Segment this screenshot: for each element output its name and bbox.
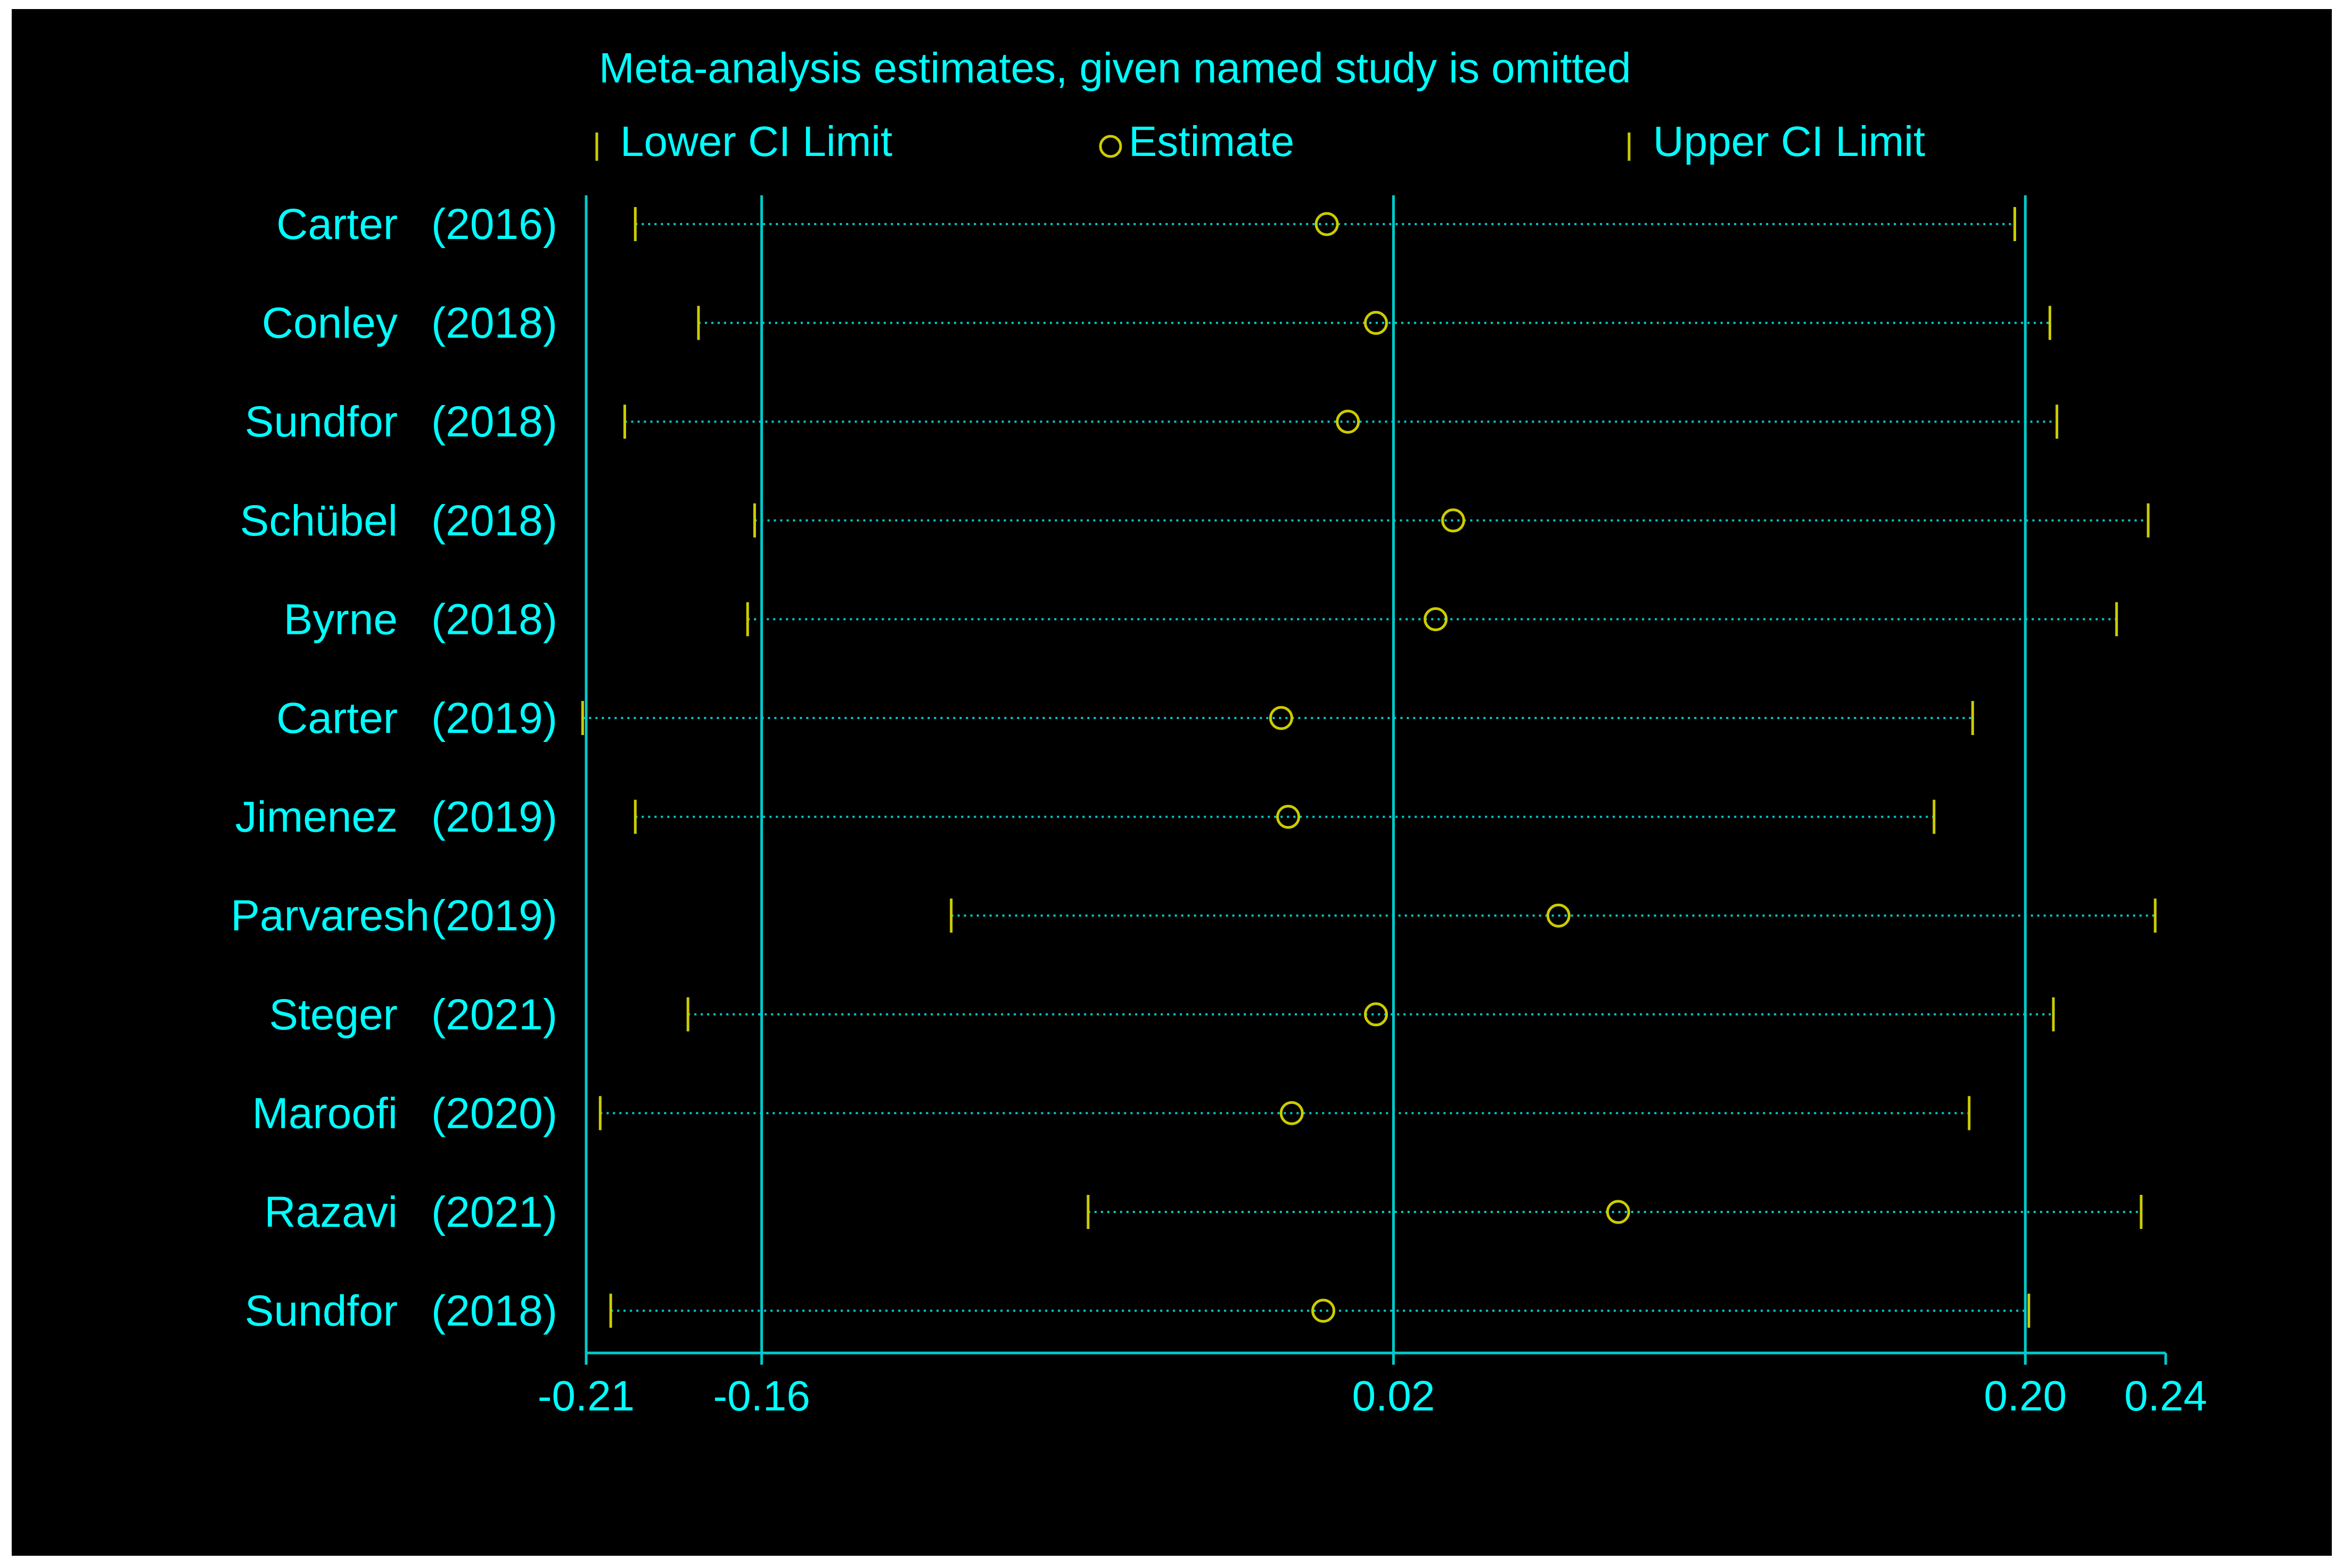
study-year-label: (2021)	[431, 1188, 557, 1236]
estimate-marker	[1269, 706, 1293, 730]
study-year-label: (2018)	[431, 398, 557, 446]
estimate-marker	[1424, 607, 1448, 631]
study-year-label: (2016)	[431, 200, 557, 249]
x-tick-label: 0.02	[1352, 1372, 1435, 1420]
estimate-marker	[1606, 1200, 1630, 1224]
study-name-label: Carter	[276, 200, 398, 249]
study-name-label: Byrne	[284, 595, 398, 643]
study-name-label: Sundfor	[245, 398, 398, 446]
study-year-label: (2021)	[431, 991, 557, 1039]
legend: Lower CI Limit Estimate Upper CI Limit	[595, 118, 1925, 165]
x-tick-label: -0.16	[713, 1372, 810, 1420]
study-name-label: Sundfor	[245, 1287, 398, 1335]
study-name-label: Maroofi	[252, 1089, 398, 1137]
chart-title: Meta-analysis estimates, given named stu…	[599, 44, 1631, 92]
study-name-label: Conley	[262, 299, 398, 348]
study-year-label: (2018)	[431, 299, 557, 348]
x-axis-ticks: -0.21 -0.16 0.02 0.20 0.24	[538, 1353, 2207, 1420]
chart-panel: Meta-analysis estimates, given named stu…	[12, 9, 2332, 1556]
x-tick-label: 0.24	[2124, 1372, 2207, 1420]
study-name-label: Razavi	[264, 1188, 398, 1236]
estimate-marker	[1546, 903, 1571, 928]
study-year-label: (2018)	[431, 1287, 557, 1335]
estimate-marker	[1364, 311, 1388, 335]
study-name-label: Parvaresh	[231, 892, 430, 940]
estimate-marker	[1311, 1299, 1336, 1323]
reference-lines	[760, 195, 2027, 1353]
study-year-label: (2018)	[431, 595, 557, 643]
estimate-marker	[1314, 212, 1339, 236]
study-name-label: Schübel	[240, 497, 398, 545]
axis-frame	[585, 195, 2166, 1355]
study-year-label: (2019)	[431, 694, 557, 742]
legend-estimate-marker	[1099, 135, 1122, 158]
study-year-label: (2018)	[431, 497, 557, 545]
study-year-label: (2019)	[431, 793, 557, 841]
study-year-label: (2020)	[431, 1089, 557, 1137]
study-name-label: Steger	[269, 991, 398, 1039]
study-rows	[581, 207, 2157, 1328]
x-tick-label: 0.20	[1984, 1372, 2067, 1420]
study-name-label: Carter	[276, 694, 398, 742]
estimate-marker	[1336, 409, 1360, 434]
legend-estimate-label: Estimate	[1129, 118, 1294, 165]
study-year-label: (2019)	[431, 892, 557, 940]
estimate-marker	[1441, 508, 1466, 533]
x-tick-label: -0.21	[538, 1372, 635, 1420]
legend-lower-label: Lower CI Limit	[620, 118, 892, 165]
estimate-marker	[1364, 1002, 1388, 1027]
forest-plot: Meta-analysis estimates, given named stu…	[231, 44, 2207, 1420]
study-labels: Carter (2016) Conley (2018) Sundfor (2018) Sch…	[231, 200, 557, 1335]
legend-upper-label: Upper CI Limit	[1653, 118, 1925, 165]
estimate-marker	[1279, 1101, 1304, 1125]
estimate-marker	[1276, 805, 1301, 829]
study-name-label: Jimenez	[235, 793, 398, 841]
